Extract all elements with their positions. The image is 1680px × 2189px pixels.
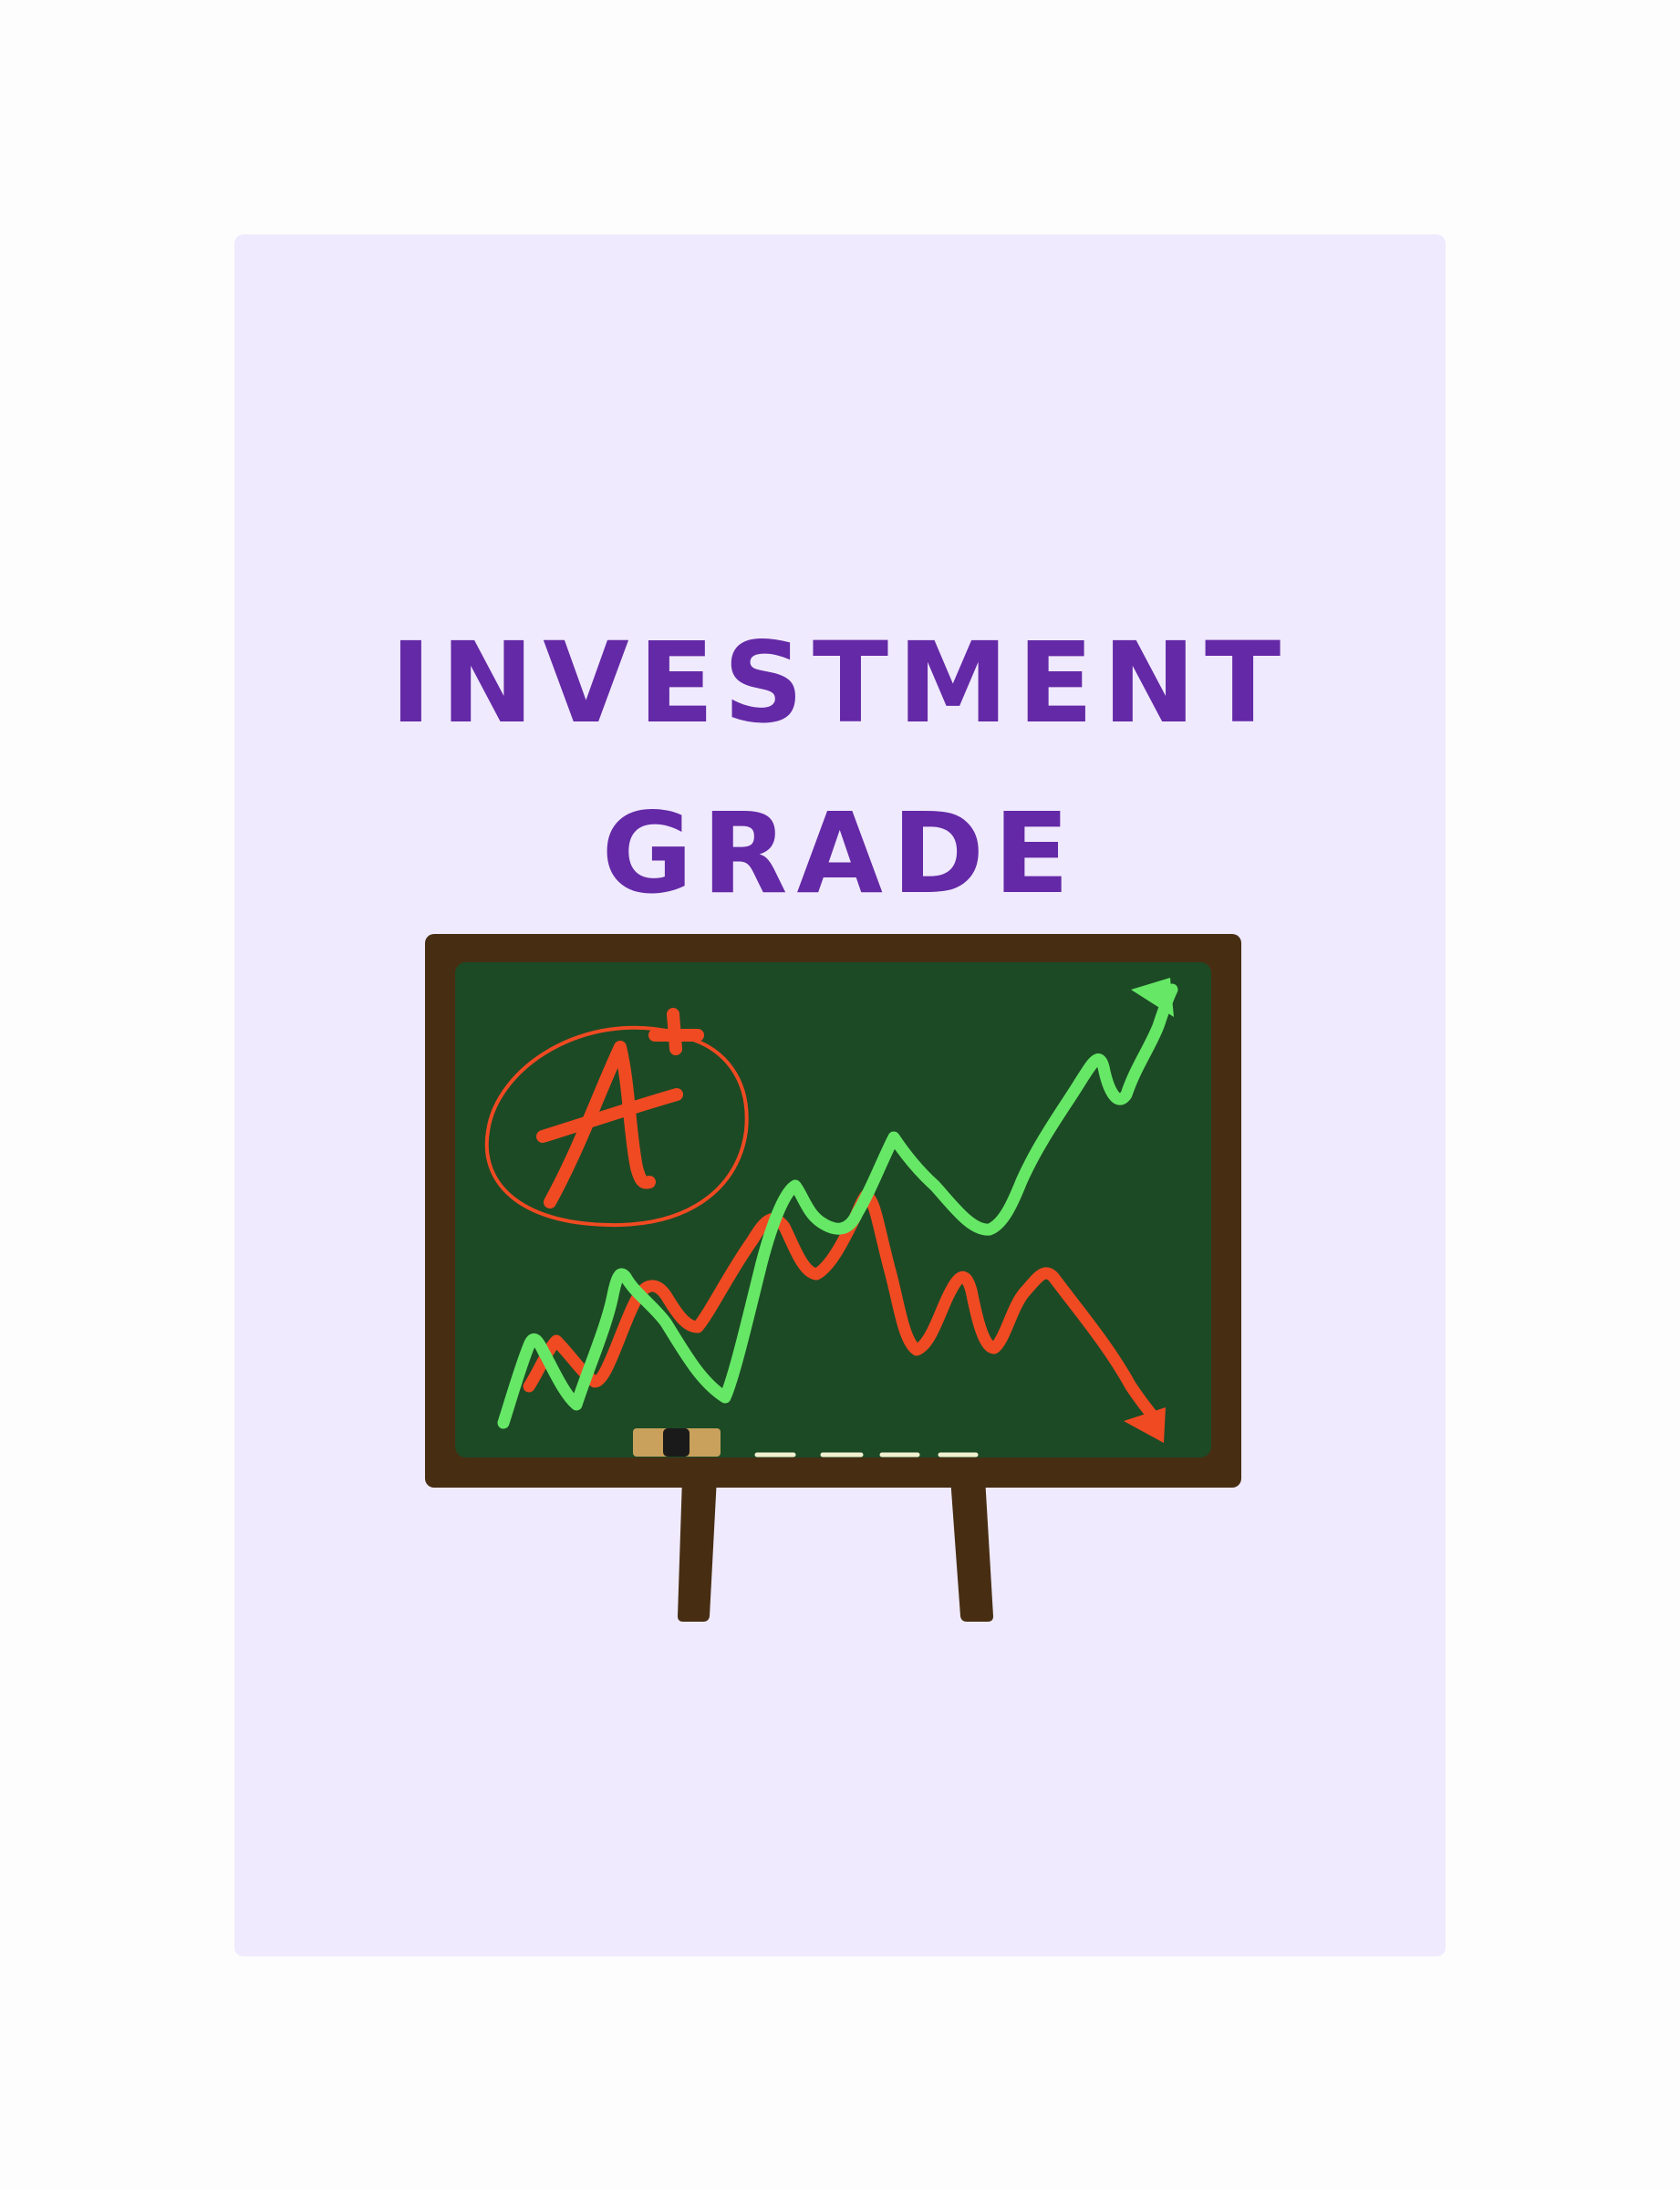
title-line-1: INVESTMENT bbox=[389, 618, 1291, 748]
grade-a-plus-mark bbox=[536, 1008, 704, 1209]
rising-trend-arrowhead bbox=[1131, 978, 1174, 1017]
easel-leg-left bbox=[678, 1478, 717, 1622]
title-line-2: GRADE bbox=[601, 789, 1079, 918]
rising-trend-line bbox=[497, 983, 1178, 1429]
falling-trend-arrowhead bbox=[1124, 1407, 1166, 1443]
grade-circle bbox=[484, 1025, 749, 1228]
easel-leg-right bbox=[950, 1478, 993, 1622]
eraser-top bbox=[663, 1428, 690, 1457]
board-surface bbox=[455, 962, 1211, 1458]
